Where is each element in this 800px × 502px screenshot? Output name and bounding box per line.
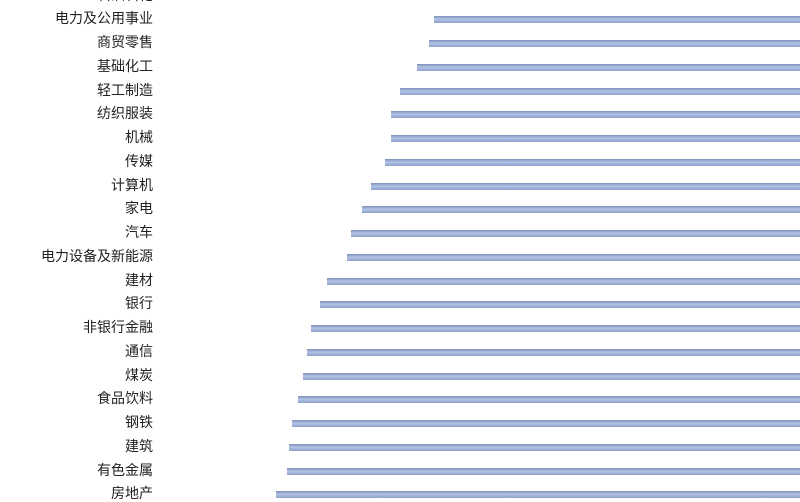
bar xyxy=(417,63,800,71)
category-label: 非银行金融 xyxy=(83,320,153,336)
category-label: 通信 xyxy=(125,343,153,360)
bar xyxy=(391,135,800,142)
category-label: 建筑 xyxy=(125,438,153,455)
category-label: 纺织服装 xyxy=(97,106,153,123)
category-label: 基础化工 xyxy=(97,58,153,75)
bar xyxy=(434,16,800,24)
bar xyxy=(303,372,800,380)
bar xyxy=(351,230,800,237)
category-label: 电力及公用事业 xyxy=(55,11,153,28)
category-label: 传媒 xyxy=(125,153,153,170)
bar xyxy=(385,158,800,166)
category-label: 轻工制造 xyxy=(97,82,153,99)
category-label: 煤炭 xyxy=(125,367,153,384)
bar xyxy=(429,40,800,47)
bar xyxy=(311,325,800,332)
bar xyxy=(287,467,800,475)
bar xyxy=(307,348,800,356)
category-label: 建材 xyxy=(125,272,153,289)
category-label: 机械 xyxy=(125,130,153,146)
category-label: 石油石化 xyxy=(97,0,153,4)
bar xyxy=(298,396,800,404)
category-label: 汽车 xyxy=(125,225,153,241)
category-label: 房地产 xyxy=(111,486,153,502)
category-label: 电力设备及新能源 xyxy=(41,248,153,265)
bar xyxy=(371,182,800,190)
bar xyxy=(289,443,800,451)
bar xyxy=(362,206,800,214)
bar xyxy=(391,111,800,119)
bar xyxy=(347,253,800,261)
bar xyxy=(327,277,800,285)
category-label: 计算机 xyxy=(111,177,153,194)
category-label: 家电 xyxy=(125,201,153,218)
bar xyxy=(320,301,800,309)
category-label: 有色金属 xyxy=(97,462,153,479)
bar xyxy=(292,420,800,427)
category-label: 钢铁 xyxy=(125,415,153,431)
bar xyxy=(276,491,800,499)
bar xyxy=(400,87,800,95)
category-label: 银行 xyxy=(125,296,153,313)
category-label: 商贸零售 xyxy=(97,35,153,51)
category-label: 食品饮料 xyxy=(97,391,153,408)
